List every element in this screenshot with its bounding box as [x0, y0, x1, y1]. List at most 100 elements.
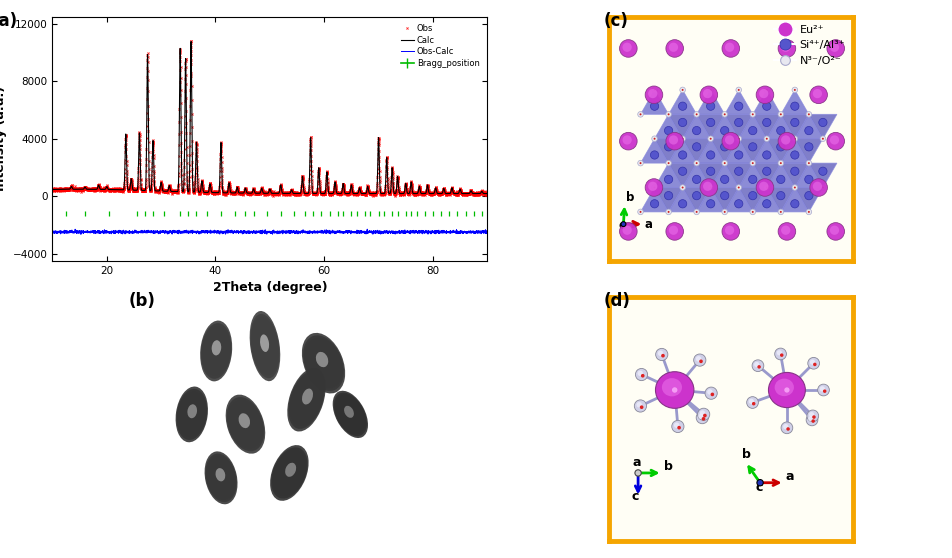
Polygon shape [696, 114, 724, 139]
Polygon shape [710, 187, 738, 212]
Ellipse shape [177, 393, 206, 435]
Ellipse shape [662, 378, 682, 396]
Ellipse shape [249, 311, 280, 381]
Ellipse shape [280, 467, 299, 479]
Circle shape [710, 393, 713, 396]
Ellipse shape [293, 383, 319, 416]
Ellipse shape [829, 42, 839, 52]
Circle shape [665, 209, 671, 215]
Ellipse shape [236, 420, 254, 428]
Circle shape [791, 185, 797, 190]
Ellipse shape [176, 389, 207, 440]
Circle shape [653, 186, 655, 189]
Ellipse shape [207, 346, 226, 356]
Polygon shape [654, 163, 682, 187]
Circle shape [679, 136, 684, 142]
Circle shape [634, 470, 641, 476]
Polygon shape [654, 114, 682, 139]
Circle shape [764, 185, 769, 190]
Circle shape [671, 387, 677, 393]
Ellipse shape [622, 225, 631, 235]
Polygon shape [640, 90, 668, 114]
Polygon shape [808, 163, 836, 187]
Circle shape [695, 211, 697, 213]
Ellipse shape [209, 466, 232, 489]
Ellipse shape [181, 405, 202, 424]
Circle shape [774, 348, 785, 360]
Circle shape [703, 413, 706, 417]
Circle shape [765, 89, 767, 91]
Circle shape [639, 162, 641, 164]
Circle shape [705, 102, 714, 110]
Circle shape [664, 175, 672, 184]
Ellipse shape [252, 323, 277, 369]
Circle shape [812, 363, 816, 366]
Obs [363, 186, 374, 193]
Circle shape [817, 384, 828, 396]
Circle shape [709, 138, 711, 140]
Ellipse shape [313, 358, 333, 368]
Ellipse shape [296, 391, 317, 408]
Ellipse shape [257, 343, 272, 349]
Circle shape [790, 200, 798, 208]
Calc [253, 190, 265, 196]
Obs-Calc [468, 230, 480, 237]
Ellipse shape [274, 454, 304, 492]
Circle shape [705, 118, 714, 127]
Circle shape [678, 151, 686, 159]
Circle shape [693, 354, 705, 366]
Ellipse shape [208, 462, 233, 493]
Circle shape [820, 185, 824, 190]
Circle shape [820, 136, 824, 142]
Ellipse shape [203, 331, 229, 371]
Ellipse shape [238, 413, 249, 428]
Ellipse shape [622, 42, 631, 52]
Polygon shape [766, 187, 794, 212]
Circle shape [709, 186, 711, 189]
Obs-Calc [253, 229, 265, 235]
Circle shape [667, 162, 669, 164]
Calc [229, 190, 241, 196]
Circle shape [737, 186, 739, 189]
Circle shape [707, 136, 713, 142]
Ellipse shape [208, 464, 233, 491]
Circle shape [807, 113, 809, 116]
Ellipse shape [211, 340, 221, 355]
Ellipse shape [255, 337, 274, 355]
Circle shape [790, 118, 798, 127]
Ellipse shape [703, 182, 711, 191]
Circle shape [641, 374, 644, 378]
Circle shape [777, 209, 783, 215]
Ellipse shape [334, 395, 366, 434]
Polygon shape [724, 90, 752, 114]
Circle shape [762, 167, 770, 175]
Circle shape [748, 175, 756, 184]
Circle shape [664, 191, 672, 200]
Circle shape [695, 162, 697, 164]
Circle shape [692, 175, 700, 184]
Ellipse shape [826, 223, 843, 240]
Circle shape [790, 151, 798, 159]
Polygon shape [724, 114, 752, 139]
Circle shape [664, 143, 672, 151]
Ellipse shape [829, 135, 839, 145]
Obs-Calc [446, 229, 458, 235]
Obs [185, 38, 196, 45]
Circle shape [701, 417, 704, 421]
Circle shape [679, 185, 684, 190]
Polygon shape [738, 114, 766, 139]
Circle shape [779, 353, 783, 357]
Ellipse shape [231, 409, 259, 439]
Ellipse shape [180, 401, 204, 429]
Ellipse shape [619, 132, 637, 150]
Ellipse shape [724, 225, 733, 235]
Polygon shape [682, 114, 710, 139]
Ellipse shape [183, 410, 201, 419]
Ellipse shape [337, 398, 364, 431]
Circle shape [821, 186, 823, 189]
Text: c: c [618, 219, 625, 233]
Circle shape [793, 89, 795, 91]
Ellipse shape [645, 86, 662, 104]
Circle shape [665, 160, 671, 166]
Ellipse shape [302, 333, 345, 393]
